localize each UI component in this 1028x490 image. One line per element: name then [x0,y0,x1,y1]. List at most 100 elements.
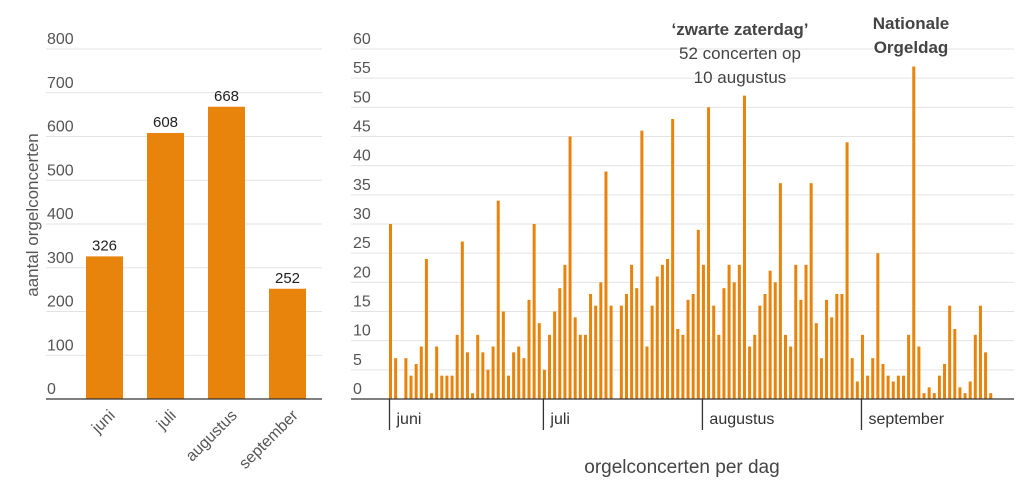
bar [753,334,757,399]
right-bars [389,66,993,400]
bar [742,95,746,400]
bar [609,305,613,399]
bar [655,276,659,399]
bar [840,294,844,399]
y-tick-label: 0 [47,381,56,398]
bar [943,364,947,399]
bar [635,288,639,399]
bar [707,107,711,399]
bar [876,253,880,399]
bar [727,264,731,399]
y-tick-label: 55 [353,60,371,77]
bar [825,299,829,399]
x-tick-label: juli [153,407,180,434]
month-label: augustus [709,411,774,428]
bar [778,183,782,399]
bar [465,352,469,399]
bar [578,334,582,399]
bar [506,375,510,399]
bar [583,334,587,399]
bar [645,346,649,399]
bar [573,317,577,399]
right-annotations: ‘zwarte zaterdag’ 52 concerten op 10 augus… [672,14,950,87]
bar [589,294,593,399]
bar [512,352,516,399]
bar [619,305,623,399]
bar [481,352,485,399]
y-tick-label: 0 [353,381,362,398]
bar [548,334,552,399]
bar [430,393,434,399]
bar [896,375,900,399]
bar [794,264,798,399]
y-tick-label: 300 [47,250,74,267]
bar [501,311,505,399]
bar [568,136,572,399]
y-tick-label: 10 [353,323,371,340]
bar [486,369,490,399]
y-tick-label: 5 [353,352,362,369]
y-tick-label: 100 [47,337,74,354]
bar [881,364,885,399]
bar [599,282,603,399]
bar [948,305,952,399]
y-tick-label: 25 [353,235,371,252]
bar [804,264,808,399]
bar [701,264,705,399]
bar [984,352,988,399]
bar [973,334,977,399]
bar [147,133,184,399]
bar [424,259,428,399]
bar [722,288,726,399]
bar [773,282,777,399]
bar [527,299,531,399]
left-data-labels: 326 608 668 252 [92,88,300,287]
y-tick-label: 500 [47,162,74,179]
y-tick-label: 45 [353,119,371,136]
bar [542,369,546,399]
bar [517,346,521,399]
daily-concerts-chart: 0 5 10 15 20 25 30 35 40 45 50 55 60 juni juli augustu… [351,14,1014,478]
left-bars [86,106,306,399]
bar [902,375,905,399]
bar [450,375,454,399]
bar [445,375,449,399]
bar [496,200,500,399]
bar [963,393,967,399]
bar [471,393,475,399]
right-month-markers: juni juli augustus september [388,399,945,430]
bar [891,381,895,399]
right-x-axis-label: orgelconcerten per dag [584,457,779,478]
annotation-text: Orgeldag [874,38,949,57]
bar [414,364,418,399]
bar [208,106,245,399]
bar [676,329,680,399]
data-label: 608 [153,114,178,131]
bar [978,305,982,399]
annotation-text: 10 augustus [694,68,787,87]
bar [594,305,598,399]
y-tick-label: 60 [353,31,371,48]
month-label: juni [396,411,422,428]
bar [630,264,634,399]
y-tick-label: 400 [47,206,74,223]
bar [866,375,870,399]
bar [932,393,936,399]
bar [650,305,654,399]
bar [522,358,526,399]
bar [476,334,480,399]
bar [660,264,664,399]
bar [855,381,859,399]
bar [737,264,741,399]
monthly-total-chart: 0 100 200 300 400 500 600 700 800 326 608 668 252 j… [23,31,322,473]
bar [624,294,628,399]
bar [860,334,864,399]
bar [912,66,916,399]
y-tick-label: 40 [353,148,371,165]
bar [717,334,721,399]
bar [640,130,644,399]
bar [440,375,444,399]
bar [830,317,834,399]
bar [784,334,788,399]
x-tick-label: juni [88,407,118,437]
